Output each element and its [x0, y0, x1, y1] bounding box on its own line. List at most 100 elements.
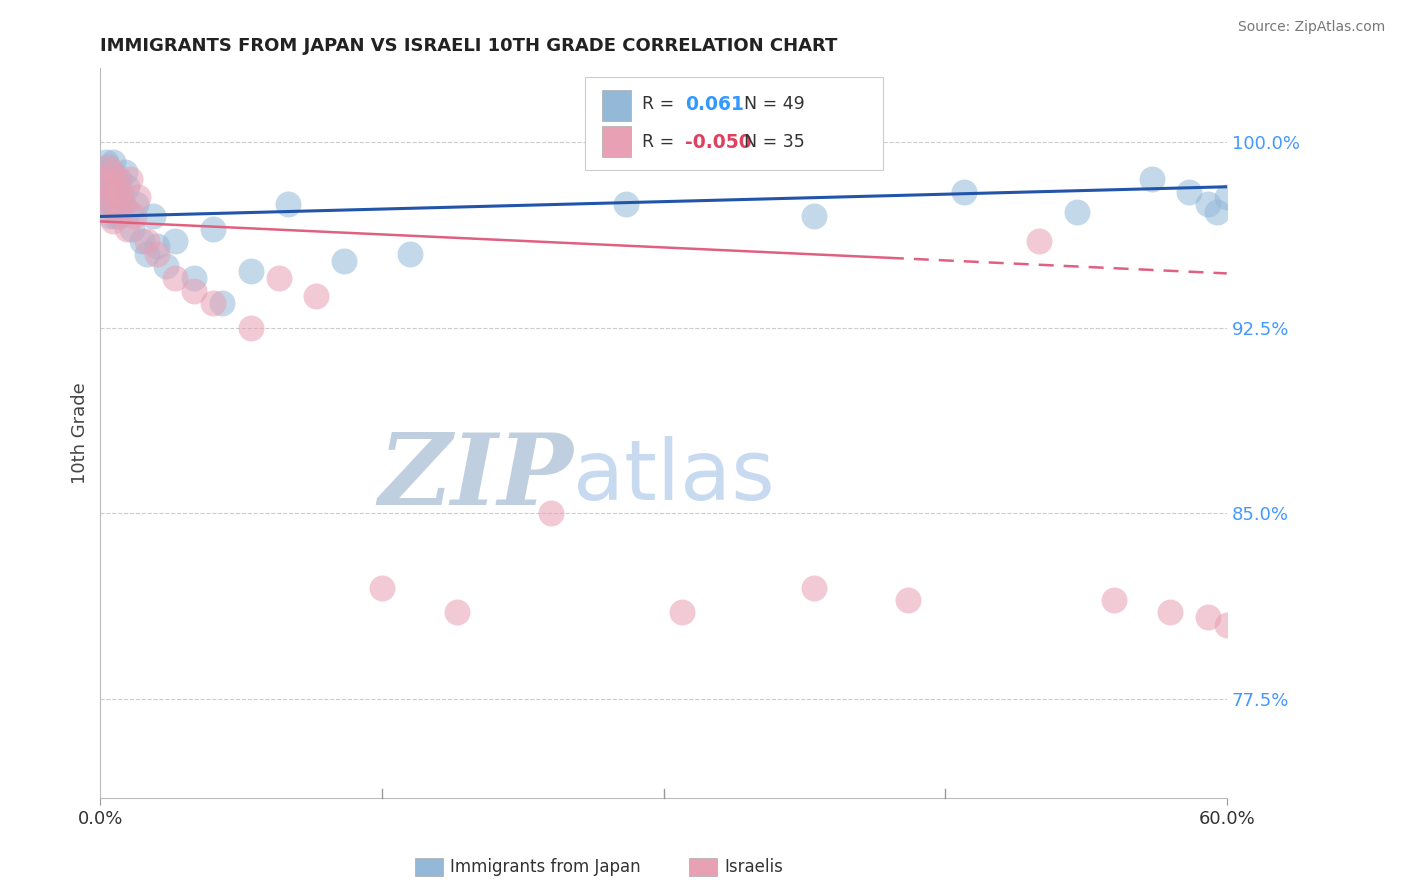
Point [105, 185, 128, 199]
FancyBboxPatch shape [585, 77, 883, 170]
Point [117, 204, 139, 219]
Point [97, 172, 120, 186]
Point [111, 197, 134, 211]
FancyBboxPatch shape [602, 127, 631, 157]
Point [671, 606, 693, 620]
Point [94, 197, 117, 211]
Point [183, 271, 205, 285]
Point [201, 296, 224, 310]
Point [239, 321, 262, 335]
Point [540, 507, 562, 521]
Point [105, 197, 128, 211]
Point [125, 197, 148, 211]
Point [110, 185, 132, 199]
Point [305, 288, 328, 302]
Point [183, 284, 205, 298]
Point [121, 222, 143, 236]
Text: R =: R = [643, 95, 681, 113]
Point [1206, 204, 1229, 219]
Point [165, 234, 187, 248]
Point [333, 254, 356, 268]
Point [97, 160, 120, 174]
Point [1066, 204, 1088, 219]
Point [108, 172, 131, 186]
Point [104, 172, 127, 186]
Point [277, 197, 299, 211]
Point [103, 214, 125, 228]
Point [104, 189, 127, 203]
Text: N = 49: N = 49 [744, 95, 804, 113]
Point [91, 189, 114, 203]
Point [100, 197, 122, 211]
Point [239, 264, 262, 278]
Point [110, 189, 132, 203]
Point [91, 165, 114, 179]
Text: ZIP: ZIP [378, 429, 574, 525]
Point [1102, 593, 1125, 607]
Point [267, 271, 290, 285]
FancyBboxPatch shape [602, 90, 631, 120]
Point [803, 581, 825, 595]
Point [93, 172, 115, 186]
Point [201, 222, 224, 236]
Text: Source: ZipAtlas.com: Source: ZipAtlas.com [1237, 20, 1385, 34]
Point [136, 234, 159, 248]
Point [145, 239, 167, 253]
Point [105, 172, 128, 186]
Point [142, 210, 165, 224]
Text: 0.061: 0.061 [685, 95, 744, 114]
Point [371, 581, 394, 595]
Point [1197, 610, 1219, 624]
Text: atlas: atlas [574, 436, 775, 517]
Point [93, 172, 115, 186]
Point [100, 165, 122, 179]
Text: R =: R = [643, 134, 681, 152]
Point [953, 185, 976, 199]
Point [100, 165, 122, 179]
Point [120, 172, 142, 186]
Point [98, 179, 121, 194]
Point [98, 210, 121, 224]
Point [94, 185, 117, 199]
Point [108, 204, 131, 219]
Point [94, 155, 117, 169]
Text: Israelis: Israelis [724, 858, 783, 876]
Point [114, 165, 136, 179]
Point [98, 179, 121, 194]
Point [211, 296, 233, 310]
Y-axis label: 10th Grade: 10th Grade [72, 382, 89, 484]
Point [1140, 172, 1163, 186]
Point [155, 259, 177, 273]
Point [897, 593, 920, 607]
Point [1028, 234, 1050, 248]
Point [803, 210, 825, 224]
Point [446, 606, 468, 620]
Point [145, 246, 167, 260]
Point [1178, 185, 1201, 199]
Point [97, 189, 120, 203]
Point [103, 155, 125, 169]
Point [97, 160, 120, 174]
Point [1159, 606, 1181, 620]
Point [614, 197, 637, 211]
Text: Immigrants from Japan: Immigrants from Japan [450, 858, 641, 876]
Point [127, 189, 149, 203]
Point [1216, 618, 1239, 632]
Point [122, 210, 145, 224]
Point [115, 222, 138, 236]
Point [136, 246, 159, 260]
Point [93, 197, 115, 211]
Text: N = 35: N = 35 [744, 134, 804, 152]
Point [399, 246, 422, 260]
Text: -0.050: -0.050 [685, 133, 752, 152]
Text: IMMIGRANTS FROM JAPAN VS ISRAELI 10TH GRADE CORRELATION CHART: IMMIGRANTS FROM JAPAN VS ISRAELI 10TH GR… [100, 37, 838, 55]
Point [1216, 189, 1239, 203]
Point [111, 197, 134, 211]
Point [131, 234, 153, 248]
Point [115, 179, 138, 194]
Point [165, 271, 187, 285]
Point [103, 185, 125, 199]
Point [1197, 197, 1219, 211]
Point [104, 210, 127, 224]
Point [108, 210, 131, 224]
